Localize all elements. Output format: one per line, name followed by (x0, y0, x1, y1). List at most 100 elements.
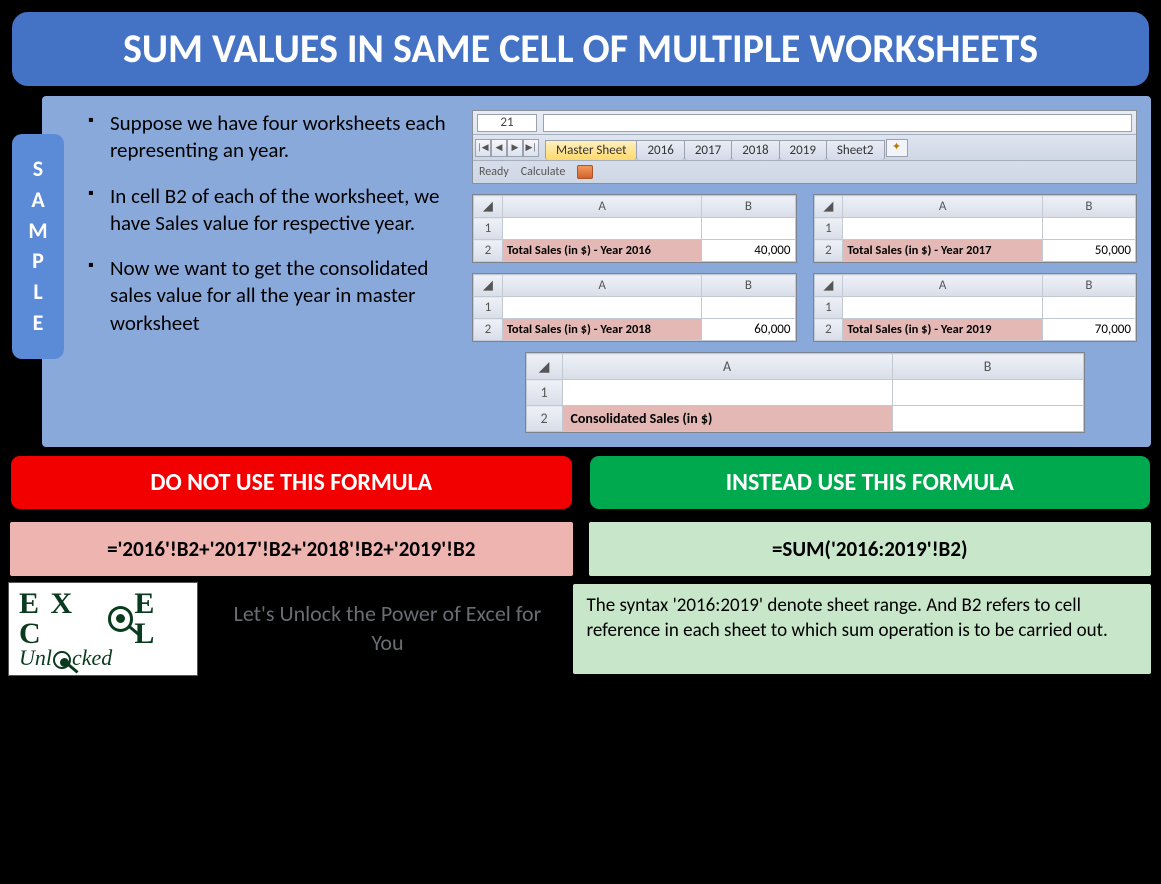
cell[interactable] (702, 218, 795, 240)
nav-next-button[interactable]: ▶ (507, 139, 523, 157)
sheet-nav-buttons: |◀ ◀ ▶ ▶| (475, 139, 539, 157)
grid-2019: ◢AB 1 2Total Sales (in $) - Year 201970,… (813, 273, 1138, 342)
bad-formula-col: DO NOT USE THIS FORMULA ='2016'!B2+'2017… (8, 453, 575, 578)
sample-letter: S (12, 154, 64, 185)
cell[interactable] (502, 218, 702, 240)
sample-letter: L (12, 277, 64, 308)
sheet-tab-2016[interactable]: 2016 (636, 140, 684, 160)
cell[interactable] (843, 218, 1043, 240)
macro-record-icon[interactable] (577, 165, 593, 179)
grid-2018: ◢AB 1 2Total Sales (in $) - Year 201860,… (472, 273, 797, 342)
col-header-a[interactable]: A (843, 196, 1043, 218)
select-all-corner[interactable]: ◢ (474, 275, 503, 297)
col-header-b[interactable]: B (892, 354, 1083, 380)
footer-row: E X C E L Unlcked Let's Unlock the Power… (8, 582, 1153, 676)
value-cell[interactable]: 50,000 (1042, 240, 1135, 262)
col-header-b[interactable]: B (1042, 196, 1135, 218)
status-calculate: Calculate (521, 165, 566, 179)
sheet-tabs-row: |◀ ◀ ▶ ▶| Master Sheet 2016 2017 2018 20… (473, 135, 1136, 161)
select-all-corner[interactable]: ◢ (814, 196, 843, 218)
consolidated-value[interactable] (892, 406, 1083, 432)
row-header-2[interactable]: 2 (526, 406, 562, 432)
sample-body: Suppose we have four worksheets each rep… (40, 94, 1153, 449)
select-all-corner[interactable]: ◢ (814, 275, 843, 297)
label-cell[interactable]: Total Sales (in $) - Year 2016 (502, 240, 702, 262)
sample-letter: A (12, 185, 64, 216)
row-header-2[interactable]: 2 (814, 319, 843, 341)
tagline: Let's Unlock the Power of Excel for You (216, 600, 558, 657)
sheet-tab-2017[interactable]: 2017 (684, 140, 732, 160)
sample-section: S A M P L E Suppose we have four workshe… (8, 94, 1153, 449)
bad-formula-header: DO NOT USE THIS FORMULA (8, 453, 575, 512)
formula-bar-row: 21 (473, 111, 1136, 135)
grid-2017: ◢AB 1 2Total Sales (in $) - Year 201750,… (813, 194, 1138, 263)
grid-consolidated: ◢AB 1 2Consolidated Sales (in $) (525, 352, 1085, 433)
bad-formula-text: ='2016'!B2+'2017'!B2+'2018'!B2+'2019'!B2 (8, 520, 575, 578)
name-box[interactable]: 21 (477, 114, 537, 132)
sheet-tab-2018[interactable]: 2018 (731, 140, 779, 160)
good-formula-col: INSTEAD USE THIS FORMULA =SUM('2016:2019… (587, 453, 1154, 578)
label-cell[interactable]: Total Sales (in $) - Year 2018 (502, 319, 702, 341)
excel-tab-bar: 21 |◀ ◀ ▶ ▶| Master Sheet 2016 2017 2018… (472, 110, 1137, 184)
title-banner: SUM VALUES IN SAME CELL OF MULTIPLE WORK… (8, 8, 1153, 90)
col-header-b[interactable]: B (702, 275, 795, 297)
row-header-1[interactable]: 1 (526, 380, 562, 406)
col-header-a[interactable]: A (562, 354, 892, 380)
select-all-corner[interactable]: ◢ (474, 196, 503, 218)
value-cell[interactable]: 70,000 (1042, 319, 1135, 341)
sheet-tab-master[interactable]: Master Sheet (545, 140, 637, 160)
value-cell[interactable]: 40,000 (702, 240, 795, 262)
cell[interactable] (1042, 297, 1135, 319)
row-header-1[interactable]: 1 (814, 297, 843, 319)
bullet-item: Suppose we have four worksheets each rep… (88, 110, 458, 165)
label-cell[interactable]: Total Sales (in $) - Year 2019 (843, 319, 1043, 341)
cell[interactable] (502, 297, 702, 319)
screenshots: 21 |◀ ◀ ▶ ▶| Master Sheet 2016 2017 2018… (472, 110, 1137, 433)
col-header-b[interactable]: B (1042, 275, 1135, 297)
nav-first-button[interactable]: |◀ (475, 139, 491, 157)
row-header-2[interactable]: 2 (814, 240, 843, 262)
excel-unlocked-logo: E X C E L Unlcked (8, 582, 198, 676)
explanation-box: The syntax '2016:2019' denote sheet rang… (571, 582, 1154, 676)
sheet-tab-sheet2[interactable]: Sheet2 (826, 140, 885, 160)
col-header-b[interactable]: B (702, 196, 795, 218)
label-cell[interactable]: Total Sales (in $) - Year 2017 (843, 240, 1043, 262)
bullet-list: Suppose we have four worksheets each rep… (88, 110, 458, 433)
new-sheet-button[interactable]: ✦ (886, 139, 908, 157)
row-header-1[interactable]: 1 (814, 218, 843, 240)
sample-letter: M (12, 216, 64, 247)
col-header-a[interactable]: A (502, 275, 702, 297)
good-formula-header: INSTEAD USE THIS FORMULA (587, 453, 1154, 512)
logo-text-1: E X C (19, 589, 107, 649)
magnifier-icon (53, 651, 71, 669)
sample-letter: P (12, 246, 64, 277)
logo-text-3: Unl (19, 645, 52, 670)
cell[interactable] (702, 297, 795, 319)
sample-tab: S A M P L E (12, 134, 64, 359)
col-header-a[interactable]: A (843, 275, 1043, 297)
sample-letter: E (12, 308, 64, 339)
consolidated-label[interactable]: Consolidated Sales (in $) (562, 406, 892, 432)
cell[interactable] (1042, 218, 1135, 240)
logo-text-2: E L (134, 589, 187, 649)
sheet-tab-2019[interactable]: 2019 (779, 140, 827, 160)
cell[interactable] (843, 297, 1043, 319)
good-formula-text: =SUM('2016:2019'!B2) (587, 520, 1154, 578)
nav-last-button[interactable]: ▶| (523, 139, 539, 157)
value-cell[interactable]: 60,000 (702, 319, 795, 341)
cell[interactable] (562, 380, 892, 406)
formula-bar-input[interactable] (543, 114, 1132, 132)
row-header-1[interactable]: 1 (474, 218, 503, 240)
nav-prev-button[interactable]: ◀ (491, 139, 507, 157)
row-header-1[interactable]: 1 (474, 297, 503, 319)
status-ready: Ready (479, 165, 509, 179)
row-header-2[interactable]: 2 (474, 240, 503, 262)
row-header-2[interactable]: 2 (474, 319, 503, 341)
cell[interactable] (892, 380, 1083, 406)
page-title: SUM VALUES IN SAME CELL OF MULTIPLE WORK… (32, 26, 1129, 72)
col-header-a[interactable]: A (502, 196, 702, 218)
select-all-corner[interactable]: ◢ (526, 354, 562, 380)
year-grids-row-1: ◢AB 1 2Total Sales (in $) - Year 201640,… (472, 194, 1137, 263)
bullet-item: Now we want to get the consolidated sale… (88, 255, 458, 337)
magnifier-icon (108, 606, 134, 632)
